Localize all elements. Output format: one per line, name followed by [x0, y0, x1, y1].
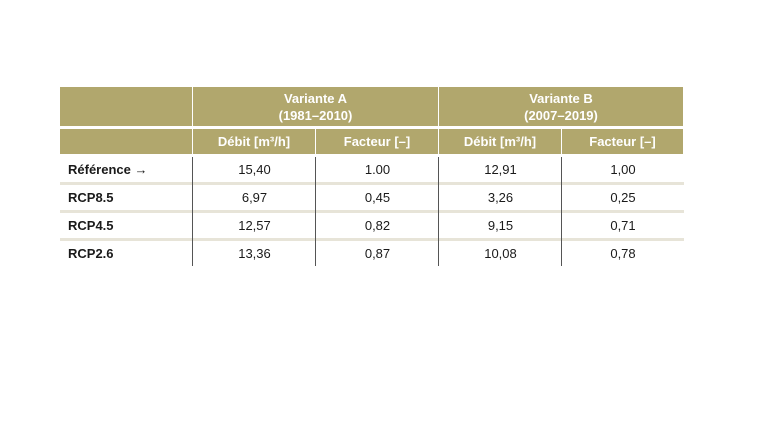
group-title: Variante B — [529, 90, 593, 106]
group-period: (2007–2019) — [524, 107, 598, 123]
table-cell: 12,91 — [484, 162, 517, 177]
row-label: RCP2.6 — [68, 246, 114, 261]
group-title: Variante A — [283, 90, 348, 106]
table-cell: 9,15 — [487, 218, 514, 233]
column-divider — [315, 157, 316, 266]
table-cell: 6,97 — [241, 190, 268, 205]
table-cell: 12,57 — [238, 218, 271, 233]
table-cell: 0,45 — [364, 190, 391, 205]
row-label: RCP8.5 — [68, 190, 114, 205]
column-header: Facteur [–] — [316, 129, 438, 154]
table-cell: 13,36 — [238, 246, 271, 261]
group-header: Variante B (2007–2019) — [439, 87, 683, 126]
table-cell: 0,25 — [610, 190, 636, 205]
table-cell: 0,87 — [364, 246, 391, 261]
table-cell: 0,82 — [364, 218, 391, 233]
column-header: Débit [m³/h] — [439, 129, 561, 154]
table-cell: 15,40 — [238, 162, 271, 177]
row-separator — [60, 210, 684, 213]
table-cell: 1.00 — [364, 162, 391, 177]
table-cell: 0,71 — [610, 218, 636, 233]
column-divider — [192, 157, 193, 266]
column-divider — [561, 157, 562, 266]
header-cell — [60, 129, 192, 154]
header-cell — [60, 87, 192, 126]
group-period: (1981–2010) — [278, 107, 353, 123]
column-header: Débit [m³/h] — [193, 129, 315, 154]
row-separator — [60, 238, 684, 241]
group-header: Variante A (1981–2010) — [193, 87, 438, 126]
table-cell: 0,78 — [610, 246, 636, 261]
table-cell: 3,26 — [487, 190, 514, 205]
table-cell: 10,08 — [484, 246, 517, 261]
table-cell: 1,00 — [610, 162, 636, 177]
row-separator — [60, 182, 684, 185]
row-label: Référence → — [68, 162, 148, 177]
row-label: RCP4.5 — [68, 218, 114, 233]
column-divider — [438, 157, 439, 266]
column-header: Facteur [–] — [562, 129, 683, 154]
